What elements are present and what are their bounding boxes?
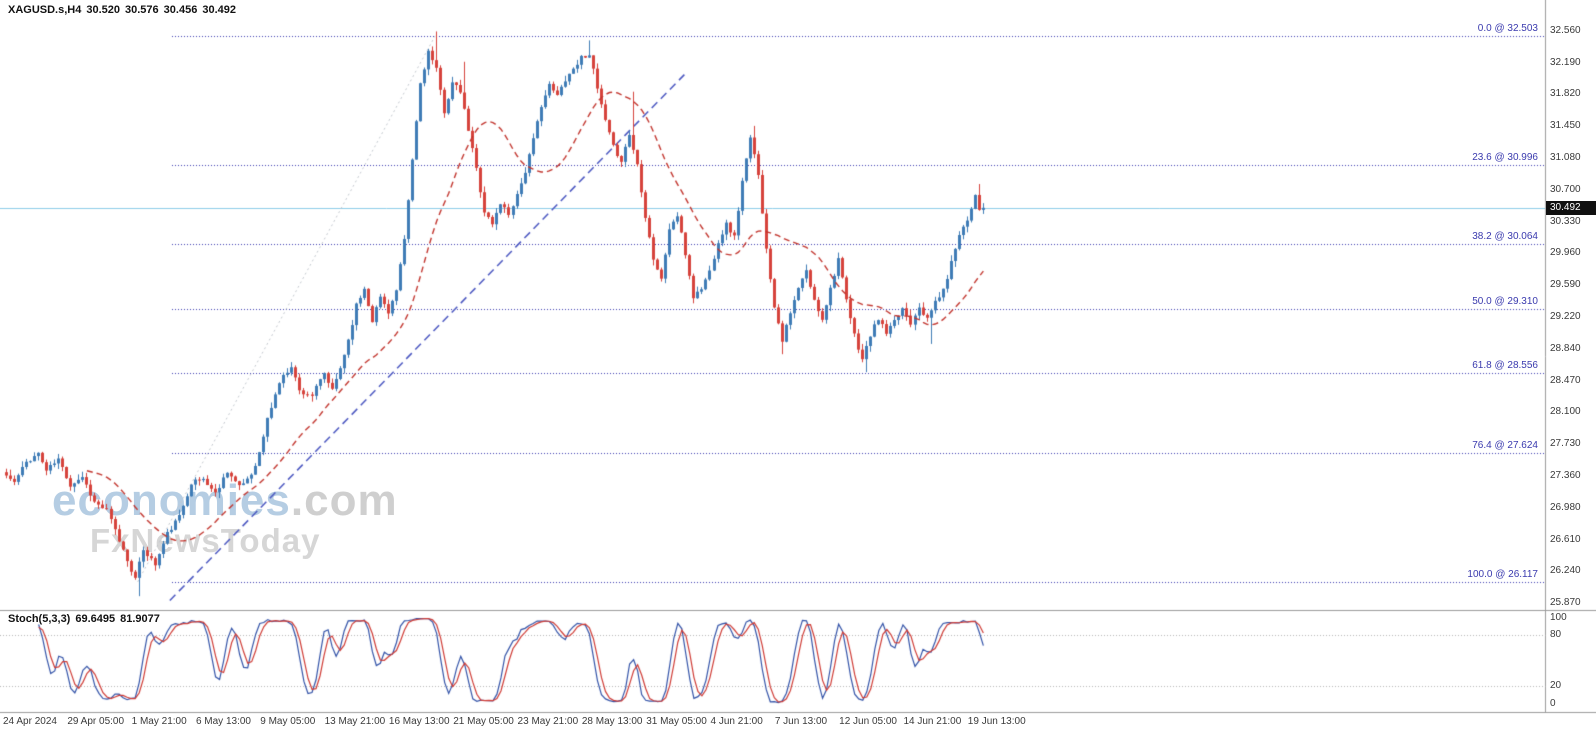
chart-title: XAGUSD.s,H4 30.520 30.576 30.456 30.492: [8, 4, 241, 16]
current-price-value: 30.492: [1550, 201, 1581, 213]
ohlc-low: 30.456: [163, 4, 198, 16]
symbol-timeframe-label: XAGUSD.s,H4: [8, 4, 82, 16]
stoch-name: Stoch(5,3,3): [8, 613, 71, 625]
stoch-d-value: 81.9077: [120, 613, 160, 625]
ohlc-open: 30.520: [86, 4, 121, 16]
stoch-indicator-label: Stoch(5,3,3) 69.6495 81.9077: [8, 613, 165, 625]
current-price-badge: 30.492: [1546, 200, 1596, 215]
ohlc-close: 30.492: [202, 4, 236, 16]
stoch-k-value: 69.6495: [75, 613, 116, 625]
ohlc-high: 30.576: [125, 4, 159, 16]
